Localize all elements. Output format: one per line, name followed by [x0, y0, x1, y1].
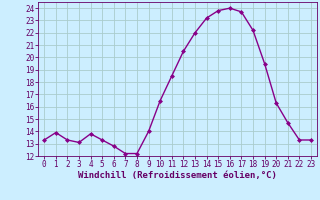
X-axis label: Windchill (Refroidissement éolien,°C): Windchill (Refroidissement éolien,°C) — [78, 171, 277, 180]
